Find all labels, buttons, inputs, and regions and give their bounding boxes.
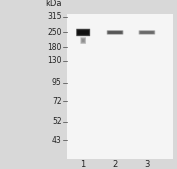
FancyBboxPatch shape bbox=[110, 32, 120, 33]
FancyBboxPatch shape bbox=[82, 39, 84, 42]
Text: 3: 3 bbox=[144, 160, 150, 169]
FancyBboxPatch shape bbox=[141, 31, 153, 34]
FancyBboxPatch shape bbox=[77, 30, 89, 35]
FancyBboxPatch shape bbox=[78, 31, 88, 34]
FancyBboxPatch shape bbox=[141, 31, 153, 33]
FancyBboxPatch shape bbox=[109, 31, 121, 33]
FancyBboxPatch shape bbox=[79, 31, 88, 34]
FancyBboxPatch shape bbox=[108, 31, 122, 33]
FancyBboxPatch shape bbox=[109, 31, 121, 34]
FancyBboxPatch shape bbox=[79, 32, 87, 33]
FancyBboxPatch shape bbox=[77, 30, 89, 34]
FancyBboxPatch shape bbox=[140, 31, 154, 33]
FancyBboxPatch shape bbox=[80, 37, 86, 44]
Bar bbox=[67, 14, 173, 159]
FancyBboxPatch shape bbox=[78, 30, 89, 35]
FancyBboxPatch shape bbox=[77, 29, 90, 36]
Text: 130: 130 bbox=[47, 56, 62, 65]
Text: 43: 43 bbox=[52, 136, 62, 145]
Text: 250: 250 bbox=[47, 28, 62, 37]
FancyBboxPatch shape bbox=[142, 32, 152, 33]
Text: 72: 72 bbox=[52, 97, 62, 106]
FancyBboxPatch shape bbox=[140, 31, 154, 34]
FancyBboxPatch shape bbox=[81, 39, 85, 43]
FancyBboxPatch shape bbox=[76, 29, 90, 36]
FancyBboxPatch shape bbox=[81, 38, 85, 43]
FancyBboxPatch shape bbox=[107, 30, 123, 34]
FancyBboxPatch shape bbox=[108, 31, 122, 34]
FancyBboxPatch shape bbox=[110, 32, 120, 33]
Text: 95: 95 bbox=[52, 78, 62, 87]
Text: 315: 315 bbox=[47, 12, 62, 21]
FancyBboxPatch shape bbox=[108, 31, 122, 34]
FancyBboxPatch shape bbox=[107, 31, 123, 34]
Text: kDa: kDa bbox=[45, 0, 62, 8]
Text: 52: 52 bbox=[52, 117, 62, 126]
Text: 1: 1 bbox=[81, 160, 86, 169]
Text: 180: 180 bbox=[47, 43, 62, 52]
FancyBboxPatch shape bbox=[142, 32, 152, 33]
FancyBboxPatch shape bbox=[139, 31, 155, 34]
FancyBboxPatch shape bbox=[140, 31, 154, 34]
FancyBboxPatch shape bbox=[139, 30, 155, 34]
FancyBboxPatch shape bbox=[78, 30, 88, 34]
Text: 2: 2 bbox=[112, 160, 118, 169]
